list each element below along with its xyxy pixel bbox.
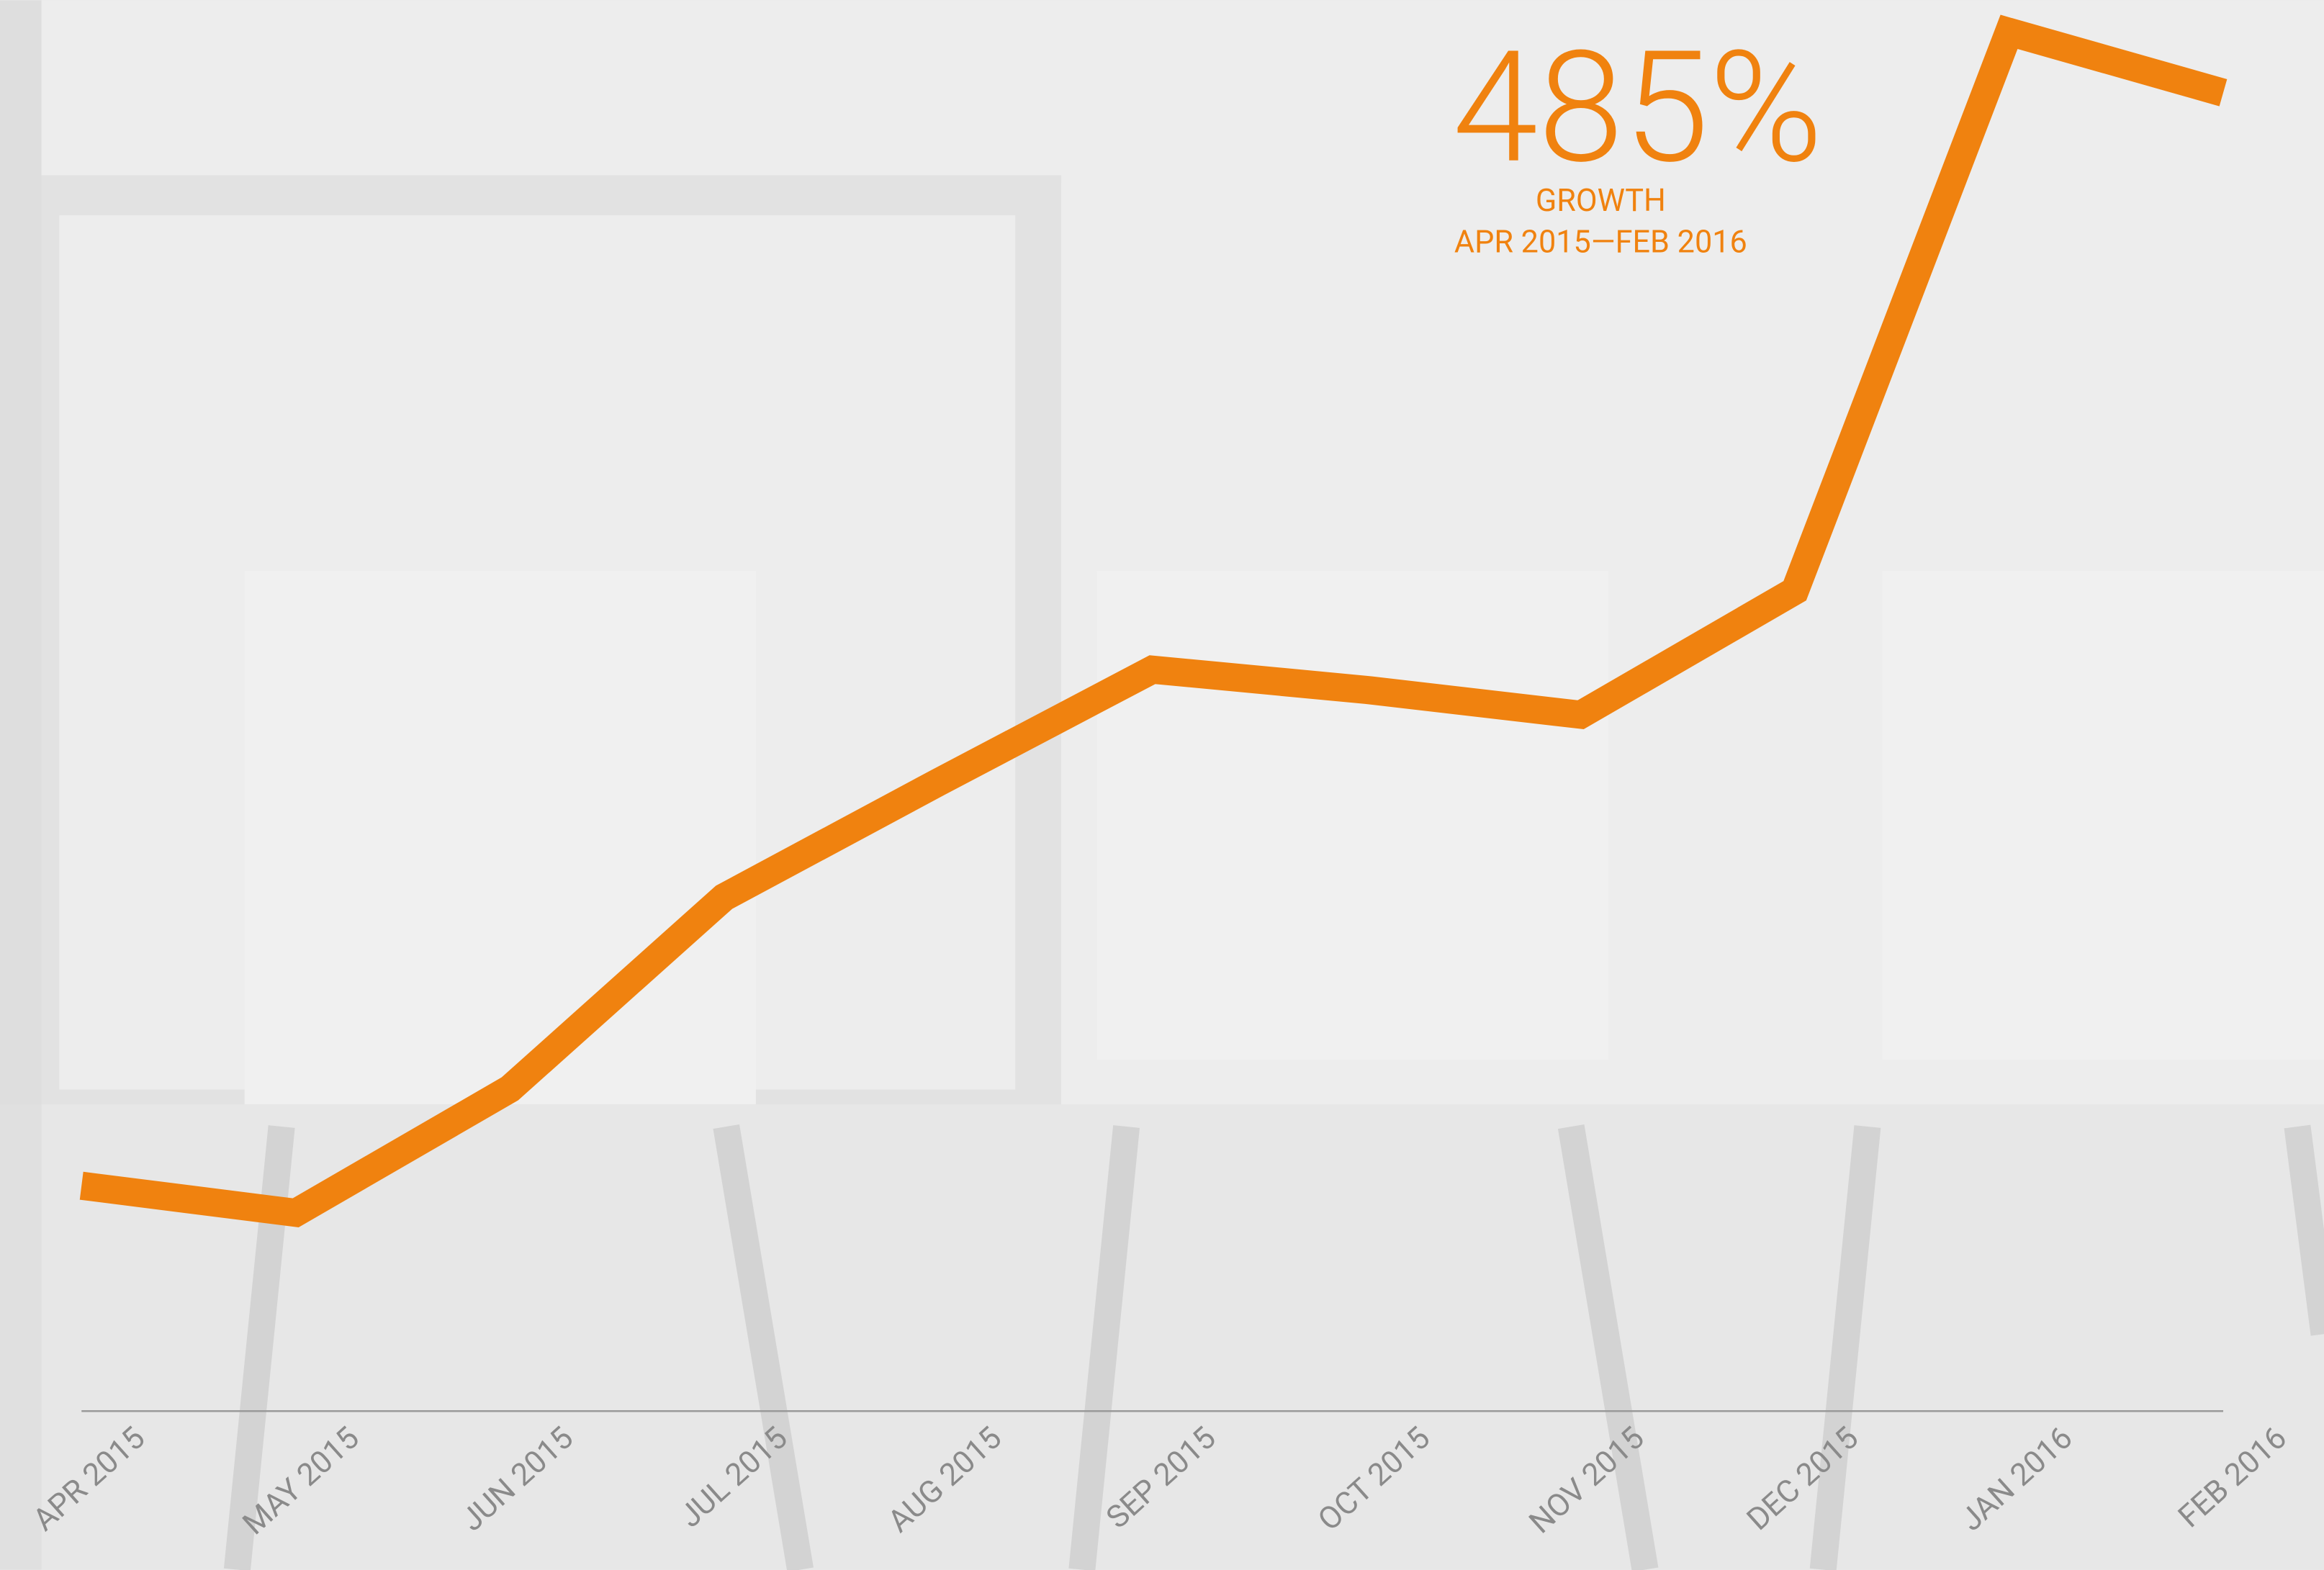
chart: 485% GROWTH APR 2015—FEB 2016 APR 2015MA… — [0, 0, 2324, 1570]
growth-period: APR 2015—FEB 2016 — [1454, 223, 1747, 260]
growth-figure: 485% — [1453, 18, 1824, 199]
growth-label: GROWTH — [1536, 182, 1666, 219]
page: 485% GROWTH APR 2015—FEB 2016 APR 2015MA… — [0, 0, 2324, 1570]
